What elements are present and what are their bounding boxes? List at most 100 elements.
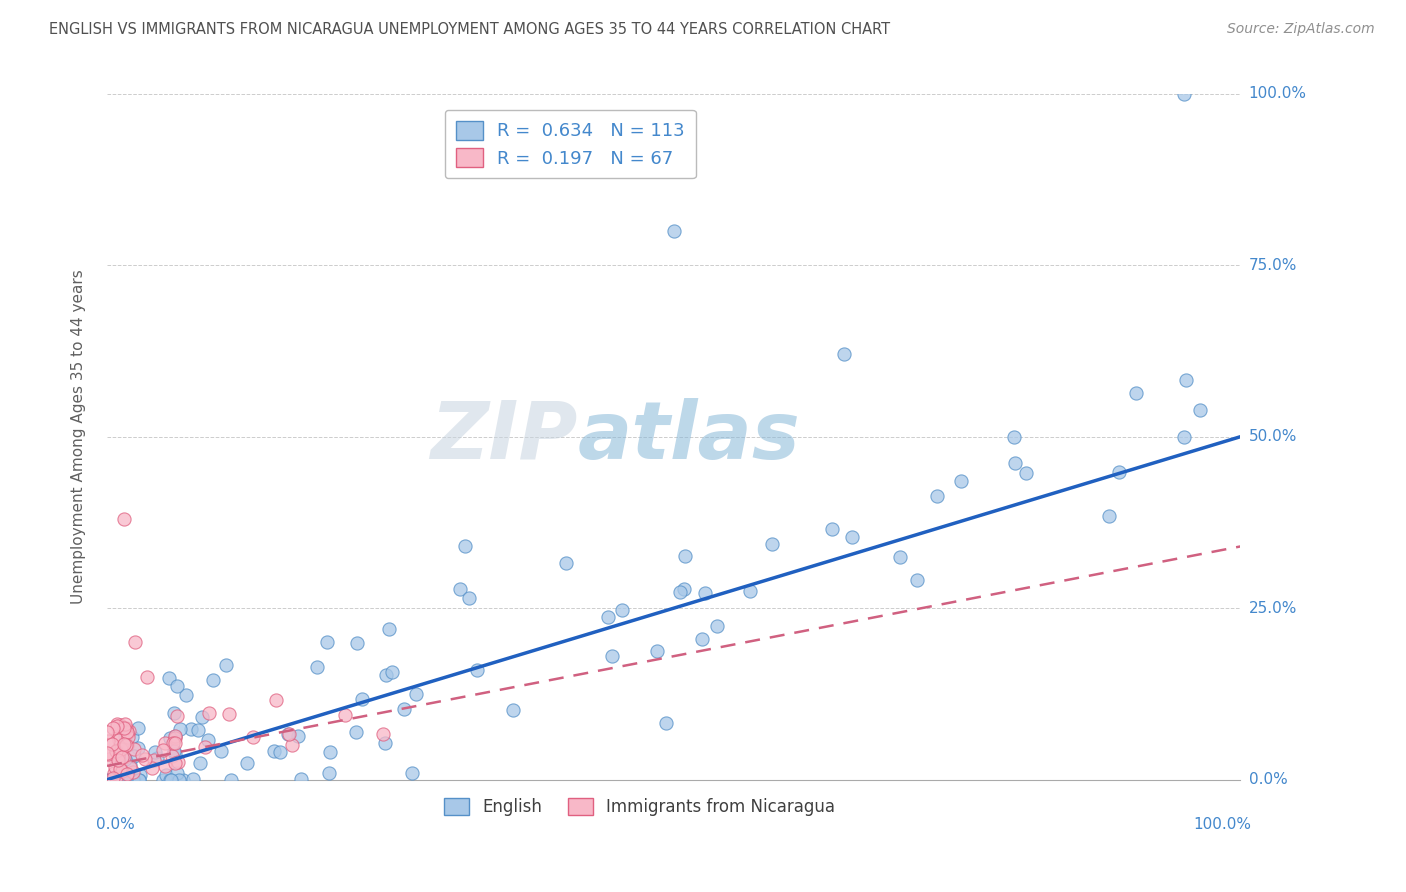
Point [242,731,264,745]
Point [290,772,312,786]
Point [131,747,153,762]
Point [335,707,357,722]
Point [112,512,135,526]
Point [176,688,198,702]
Point [163,731,186,746]
Point [381,665,404,680]
Point [346,636,368,650]
Point [502,703,524,717]
Point [122,742,145,756]
Point [405,687,427,701]
Point [103,771,125,785]
Point [236,756,259,770]
Point [111,772,134,787]
Point [188,756,211,771]
Point [112,737,135,751]
Point [104,760,127,774]
Point [669,585,692,599]
Point [738,583,761,598]
Point [1004,456,1026,470]
Point [905,574,928,588]
Point [194,740,217,755]
Point [610,603,633,617]
Point [655,716,678,731]
Point [108,763,131,777]
Point [101,722,124,736]
Point [198,706,221,720]
Point [1175,373,1198,387]
Point [143,753,166,767]
Point [1002,430,1025,444]
Point [598,610,620,624]
Point [662,224,685,238]
Point [111,749,134,764]
Point [108,718,131,732]
Point [104,770,127,784]
Point [378,622,401,636]
Point [145,745,167,759]
Point [103,766,125,780]
Point [115,721,138,735]
Point [114,717,136,731]
Point [112,772,135,787]
Point [600,649,623,664]
Point [375,668,398,682]
Text: atlas: atlas [578,398,800,475]
Point [105,744,128,758]
Text: 0.0%: 0.0% [1249,772,1288,787]
Point [673,582,696,596]
Point [218,706,240,721]
Point [146,751,169,765]
Point [134,752,156,766]
Point [305,660,328,674]
Point [219,772,242,787]
Point [458,591,481,605]
Point [278,727,301,741]
Point [1173,430,1195,444]
Point [120,757,142,772]
Point [167,772,190,787]
Point [98,772,121,787]
Point [115,767,138,781]
Point [157,671,180,685]
Point [449,582,471,596]
Y-axis label: Unemployment Among Ages 35 to 44 years: Unemployment Among Ages 35 to 44 years [72,269,86,604]
Point [693,586,716,600]
Text: Source: ZipAtlas.com: Source: ZipAtlas.com [1227,22,1375,37]
Point [117,728,139,742]
Point [97,772,120,787]
Point [105,742,128,756]
Point [269,745,291,759]
Point [128,772,150,787]
Point [163,744,186,758]
Point [159,772,181,787]
Point [97,734,120,748]
Point [153,759,176,773]
Point [263,744,285,758]
Text: 100.0%: 100.0% [1194,817,1251,832]
Point [128,772,150,787]
Point [159,731,181,745]
Point [117,730,139,744]
Point [114,752,136,766]
Point [110,742,132,756]
Point [1173,87,1195,101]
Point [121,731,143,745]
Point [112,750,135,764]
Point [153,736,176,750]
Point [117,725,139,739]
Point [350,692,373,706]
Point [264,693,287,707]
Point [163,747,186,761]
Point [129,768,152,782]
Point [155,768,177,782]
Point [127,722,149,736]
Point [645,644,668,658]
Point [115,738,138,752]
Point [166,765,188,780]
Point [107,733,129,747]
Point [105,717,128,731]
Point [1098,508,1121,523]
Point [105,744,128,758]
Point [97,747,120,761]
